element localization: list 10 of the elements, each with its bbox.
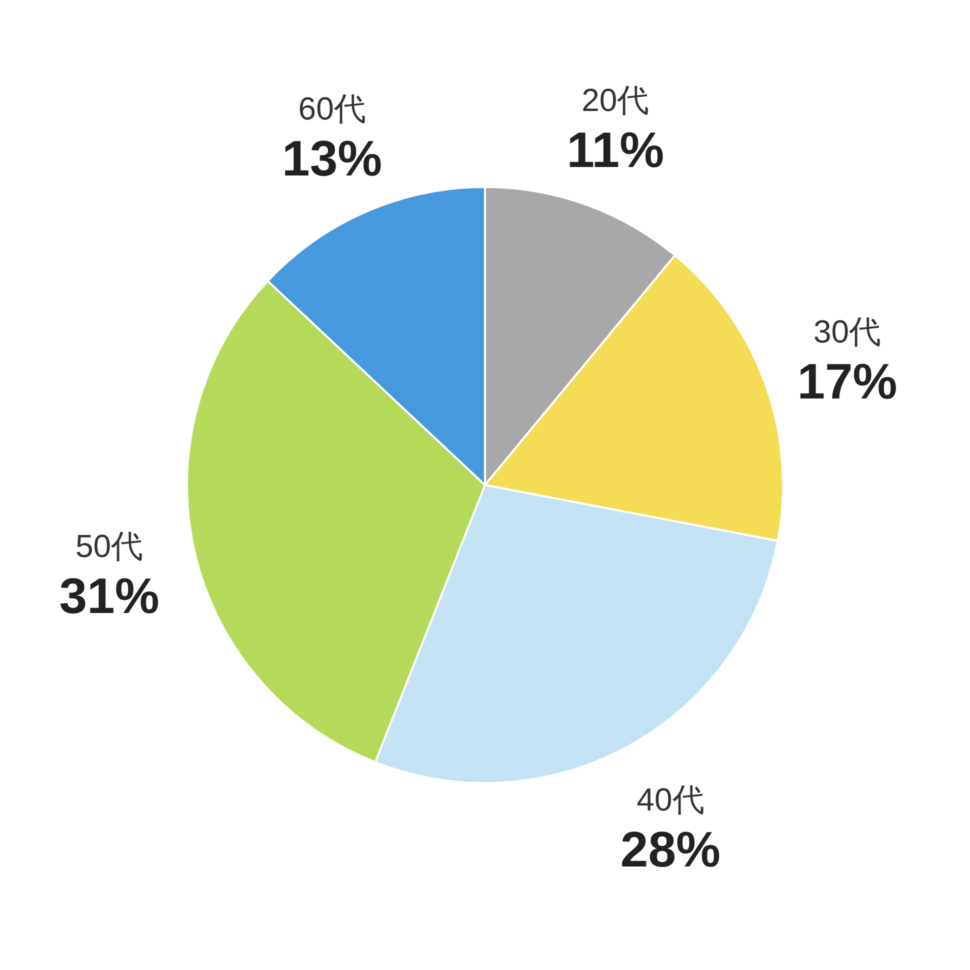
- slice-label: 50代: [75, 528, 144, 564]
- slice-label: 30代: [813, 314, 882, 350]
- data-label: 13%: [282, 130, 382, 187]
- data-label: 31%: [59, 568, 160, 624]
- slice-label: 40代: [636, 781, 704, 818]
- data-label: 17%: [797, 354, 898, 410]
- data-label: 11%: [566, 122, 664, 178]
- slice-label: 20代: [582, 82, 650, 118]
- slice-label: 60代: [298, 90, 366, 127]
- data-label: 28%: [620, 821, 721, 878]
